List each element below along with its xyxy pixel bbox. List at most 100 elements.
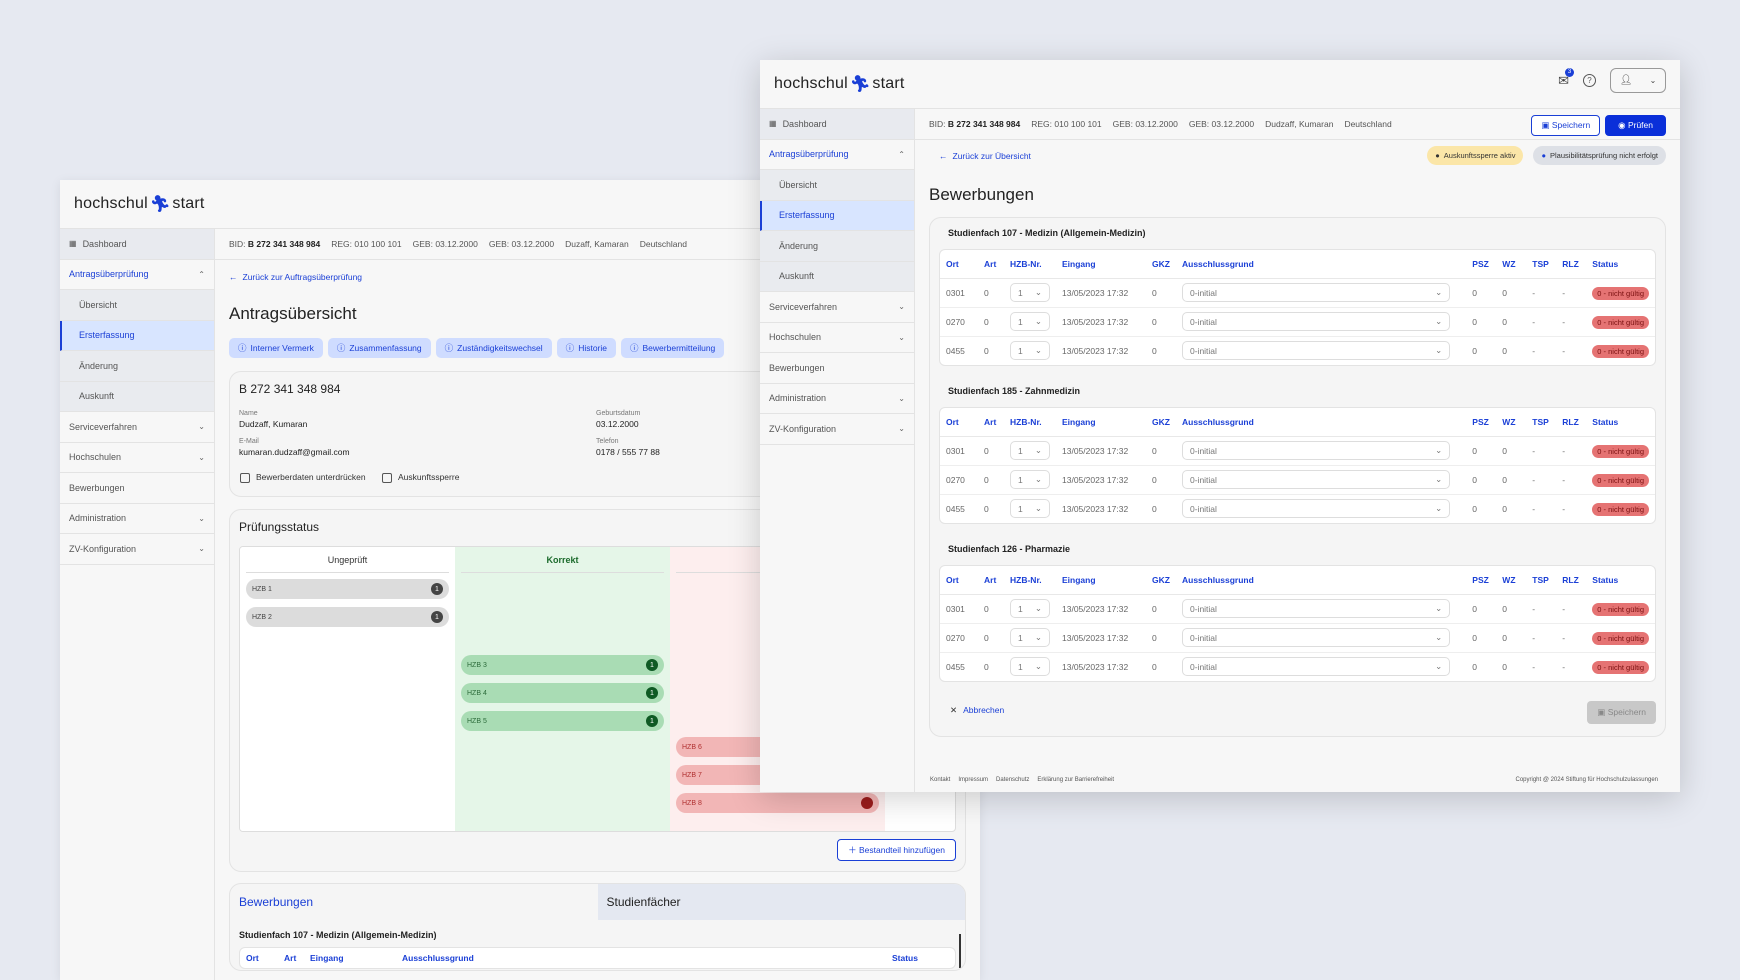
save-button[interactable]: ▣ Speichern [1531, 115, 1601, 136]
sidebar-item[interactable]: ZV-Konfiguration ⌄ [760, 414, 914, 445]
tab-bewerbungen[interactable]: Bewerbungen [239, 895, 314, 909]
cell-eingang: 13/05/2023 17:32 [1056, 623, 1146, 653]
sidebar-item[interactable]: ZV-Konfiguration ⌄ [60, 534, 214, 565]
footer-link[interactable]: Datenschutz [996, 777, 1030, 783]
sidebar-item-dashboard[interactable]: ▦ Dashboard [60, 229, 214, 260]
sidebar-subitem[interactable]: Übersicht [60, 290, 214, 321]
action-chip[interactable]: ⓘ Historie [556, 338, 616, 358]
hzb-select[interactable]: 1 ⌄ [1010, 341, 1050, 361]
sidebar-subitem[interactable]: Übersicht [760, 170, 914, 201]
status-item[interactable]: HZB 2 1 [246, 607, 449, 627]
cell-ort: 0301 [940, 436, 978, 466]
status-item[interactable]: HZB 3 1 [461, 655, 664, 675]
add-component-button[interactable]: ＋ Bestandteil hinzufügen [837, 839, 956, 861]
action-chip[interactable]: ⓘ Zuständigkeitswechsel [435, 338, 552, 358]
footer-link[interactable]: Impressum [958, 777, 989, 783]
cell-tsp: - [1532, 503, 1536, 514]
cell-psz: 0 [1466, 623, 1497, 653]
cell-ort: 0301 [940, 278, 978, 308]
mail-button[interactable]: ✉ 3 [1558, 67, 1574, 89]
ausschlussgrund-select[interactable]: 0-initial ⌄ [1182, 312, 1451, 331]
select-value: 0-initial [1190, 632, 1217, 643]
ausschlussgrund-select[interactable]: 0-initial ⌄ [1182, 599, 1451, 618]
help-icon[interactable]: ? [1583, 74, 1596, 87]
ausschlussgrund-select[interactable]: 0-initial ⌄ [1182, 341, 1451, 361]
button-label: Prüfen [1627, 120, 1653, 130]
scrollbar[interactable] [959, 934, 961, 968]
sidebar-item-label: Bewerbungen [769, 362, 825, 373]
user-menu-button[interactable]: 👤︎ ⌄ [1610, 68, 1666, 93]
cancel-button[interactable]: ✕ Abbrechen [950, 705, 1004, 716]
action-chip[interactable]: ⓘ Bewerbermitteilung [621, 338, 725, 358]
cell-wz: 0 [1496, 436, 1527, 466]
sidebar-item[interactable]: Serviceverfahren ⌄ [760, 292, 914, 323]
info-reg: REG: 010 100 101 [331, 239, 402, 249]
sidebar-subitem[interactable]: Änderung [60, 351, 214, 382]
applications-table: Ort Art Eingang Ausschlussgrund Status [239, 947, 956, 969]
sidebar-item-antragsueberpruefung[interactable]: Antragsüberprüfung ⌃ [760, 139, 914, 170]
ausschlussgrund-select[interactable]: 0-initial ⌄ [1182, 441, 1451, 460]
ausschlussgrund-select[interactable]: 0-initial ⌄ [1182, 657, 1451, 677]
back-link[interactable]: ← Zurück zur Übersicht [939, 149, 1031, 163]
hzb-select[interactable]: 1 ⌄ [1010, 283, 1050, 302]
help-circle-icon: ⓘ [444, 343, 454, 353]
arrow-left-icon: ← [229, 272, 238, 282]
hzb-select[interactable]: 1 ⌄ [1010, 657, 1050, 677]
ausschlussgrund-select[interactable]: 0-initial ⌄ [1182, 499, 1451, 519]
cell-eingang: 13/05/2023 17:32 [1062, 345, 1129, 356]
back-link[interactable]: ← Zurück zur Auftragsüberprüfung [229, 270, 966, 284]
hzb-select[interactable]: 1 ⌄ [1010, 312, 1050, 331]
info-country: Deutschland [1344, 119, 1392, 129]
ausschlussgrund-select[interactable]: 0-initial ⌄ [1182, 470, 1451, 489]
hzb-select[interactable]: 1 ⌄ [1010, 628, 1050, 647]
status-item[interactable]: HZB 4 1 [461, 683, 664, 703]
check-button[interactable]: ◉ Prüfen [1605, 115, 1666, 136]
applicant-bid: B 272 341 348 984 [239, 382, 341, 396]
cell-art: 0 [984, 345, 989, 356]
cell-art: 0 [978, 594, 1004, 624]
checkbox-info-lock[interactable]: Auskunftssperre [382, 472, 459, 483]
select-value: 1 [1018, 445, 1023, 456]
info-geb1: GEB: 03.12.2000 [412, 239, 478, 249]
status-item[interactable]: HZB 5 1 [461, 711, 664, 731]
status-column: Korrekt HZB 3 1 HZB 4 1 HZB 5 1 [455, 547, 670, 831]
sidebar-item[interactable]: Administration ⌄ [60, 503, 214, 534]
sidebar-item[interactable]: Hochschulen ⌄ [760, 322, 914, 353]
checkbox-icon[interactable] [240, 472, 250, 483]
sidebar-subitem[interactable]: Ersterfassung [760, 200, 914, 231]
ausschlussgrund-select[interactable]: 0-initial ⌄ [1182, 628, 1451, 647]
sidebar-subitem[interactable]: Ersterfassung [60, 320, 214, 351]
footer-link[interactable]: Erklärung zur Barrierefreiheit [1037, 777, 1115, 783]
chip-label: Zusammenfassung [349, 343, 422, 353]
sidebar-item[interactable]: Hochschulen ⌄ [60, 442, 214, 473]
user-icon: 👤︎ [1619, 75, 1633, 86]
cell-ort: 0455 [946, 661, 965, 672]
ausschlussgrund-select[interactable]: 0-initial ⌄ [1182, 283, 1451, 302]
sidebar-item[interactable]: Serviceverfahren ⌄ [60, 412, 214, 443]
checkbox-suppress-data[interactable]: Bewerberdaten unterdrücken Auskunftssper… [240, 472, 459, 483]
sidebar-item-dashboard[interactable]: ▦ Dashboard [760, 109, 914, 140]
sidebar-subitem[interactable]: Auskunft [760, 261, 914, 292]
sidebar-item[interactable]: Bewerbungen [760, 353, 914, 384]
sidebar-item-antragsueberpruefung[interactable]: Antragsüberprüfung ⌃ [60, 259, 214, 290]
hzb-select[interactable]: 1 ⌄ [1010, 470, 1050, 489]
footer-link[interactable]: Kontakt [930, 777, 951, 783]
hzb-select[interactable]: 1 ⌄ [1010, 499, 1050, 519]
action-chip[interactable]: ⓘ Interner Vermerk [229, 338, 323, 358]
chevron-down-icon: ⌄ [1034, 632, 1042, 642]
sidebar-subitem[interactable]: Auskunft [60, 381, 214, 412]
sidebar-subitem[interactable]: Änderung [760, 231, 914, 262]
column-header: RLZ [1556, 566, 1587, 595]
status-item[interactable]: HZB 1 1 [246, 579, 449, 599]
save-button-disabled[interactable]: ▣ Speichern [1587, 701, 1656, 724]
applications-table: Ort Art HZB-Nr. Eingang GKZ Ausschlussgrund PS… [939, 249, 1656, 366]
status-item[interactable]: HZB 8 [676, 793, 879, 813]
sidebar-item[interactable]: Bewerbungen [60, 473, 214, 504]
checkbox-icon[interactable] [382, 472, 392, 483]
sidebar-item[interactable]: Administration ⌄ [760, 383, 914, 414]
cell-tsp: - [1526, 278, 1557, 308]
hzb-select[interactable]: 1 ⌄ [1010, 599, 1050, 618]
hzb-select[interactable]: 1 ⌄ [1010, 441, 1050, 460]
action-chip[interactable]: ⓘ Zusammenfassung [327, 338, 431, 358]
tab-studienfaecher[interactable]: Studienfächer [597, 884, 965, 920]
